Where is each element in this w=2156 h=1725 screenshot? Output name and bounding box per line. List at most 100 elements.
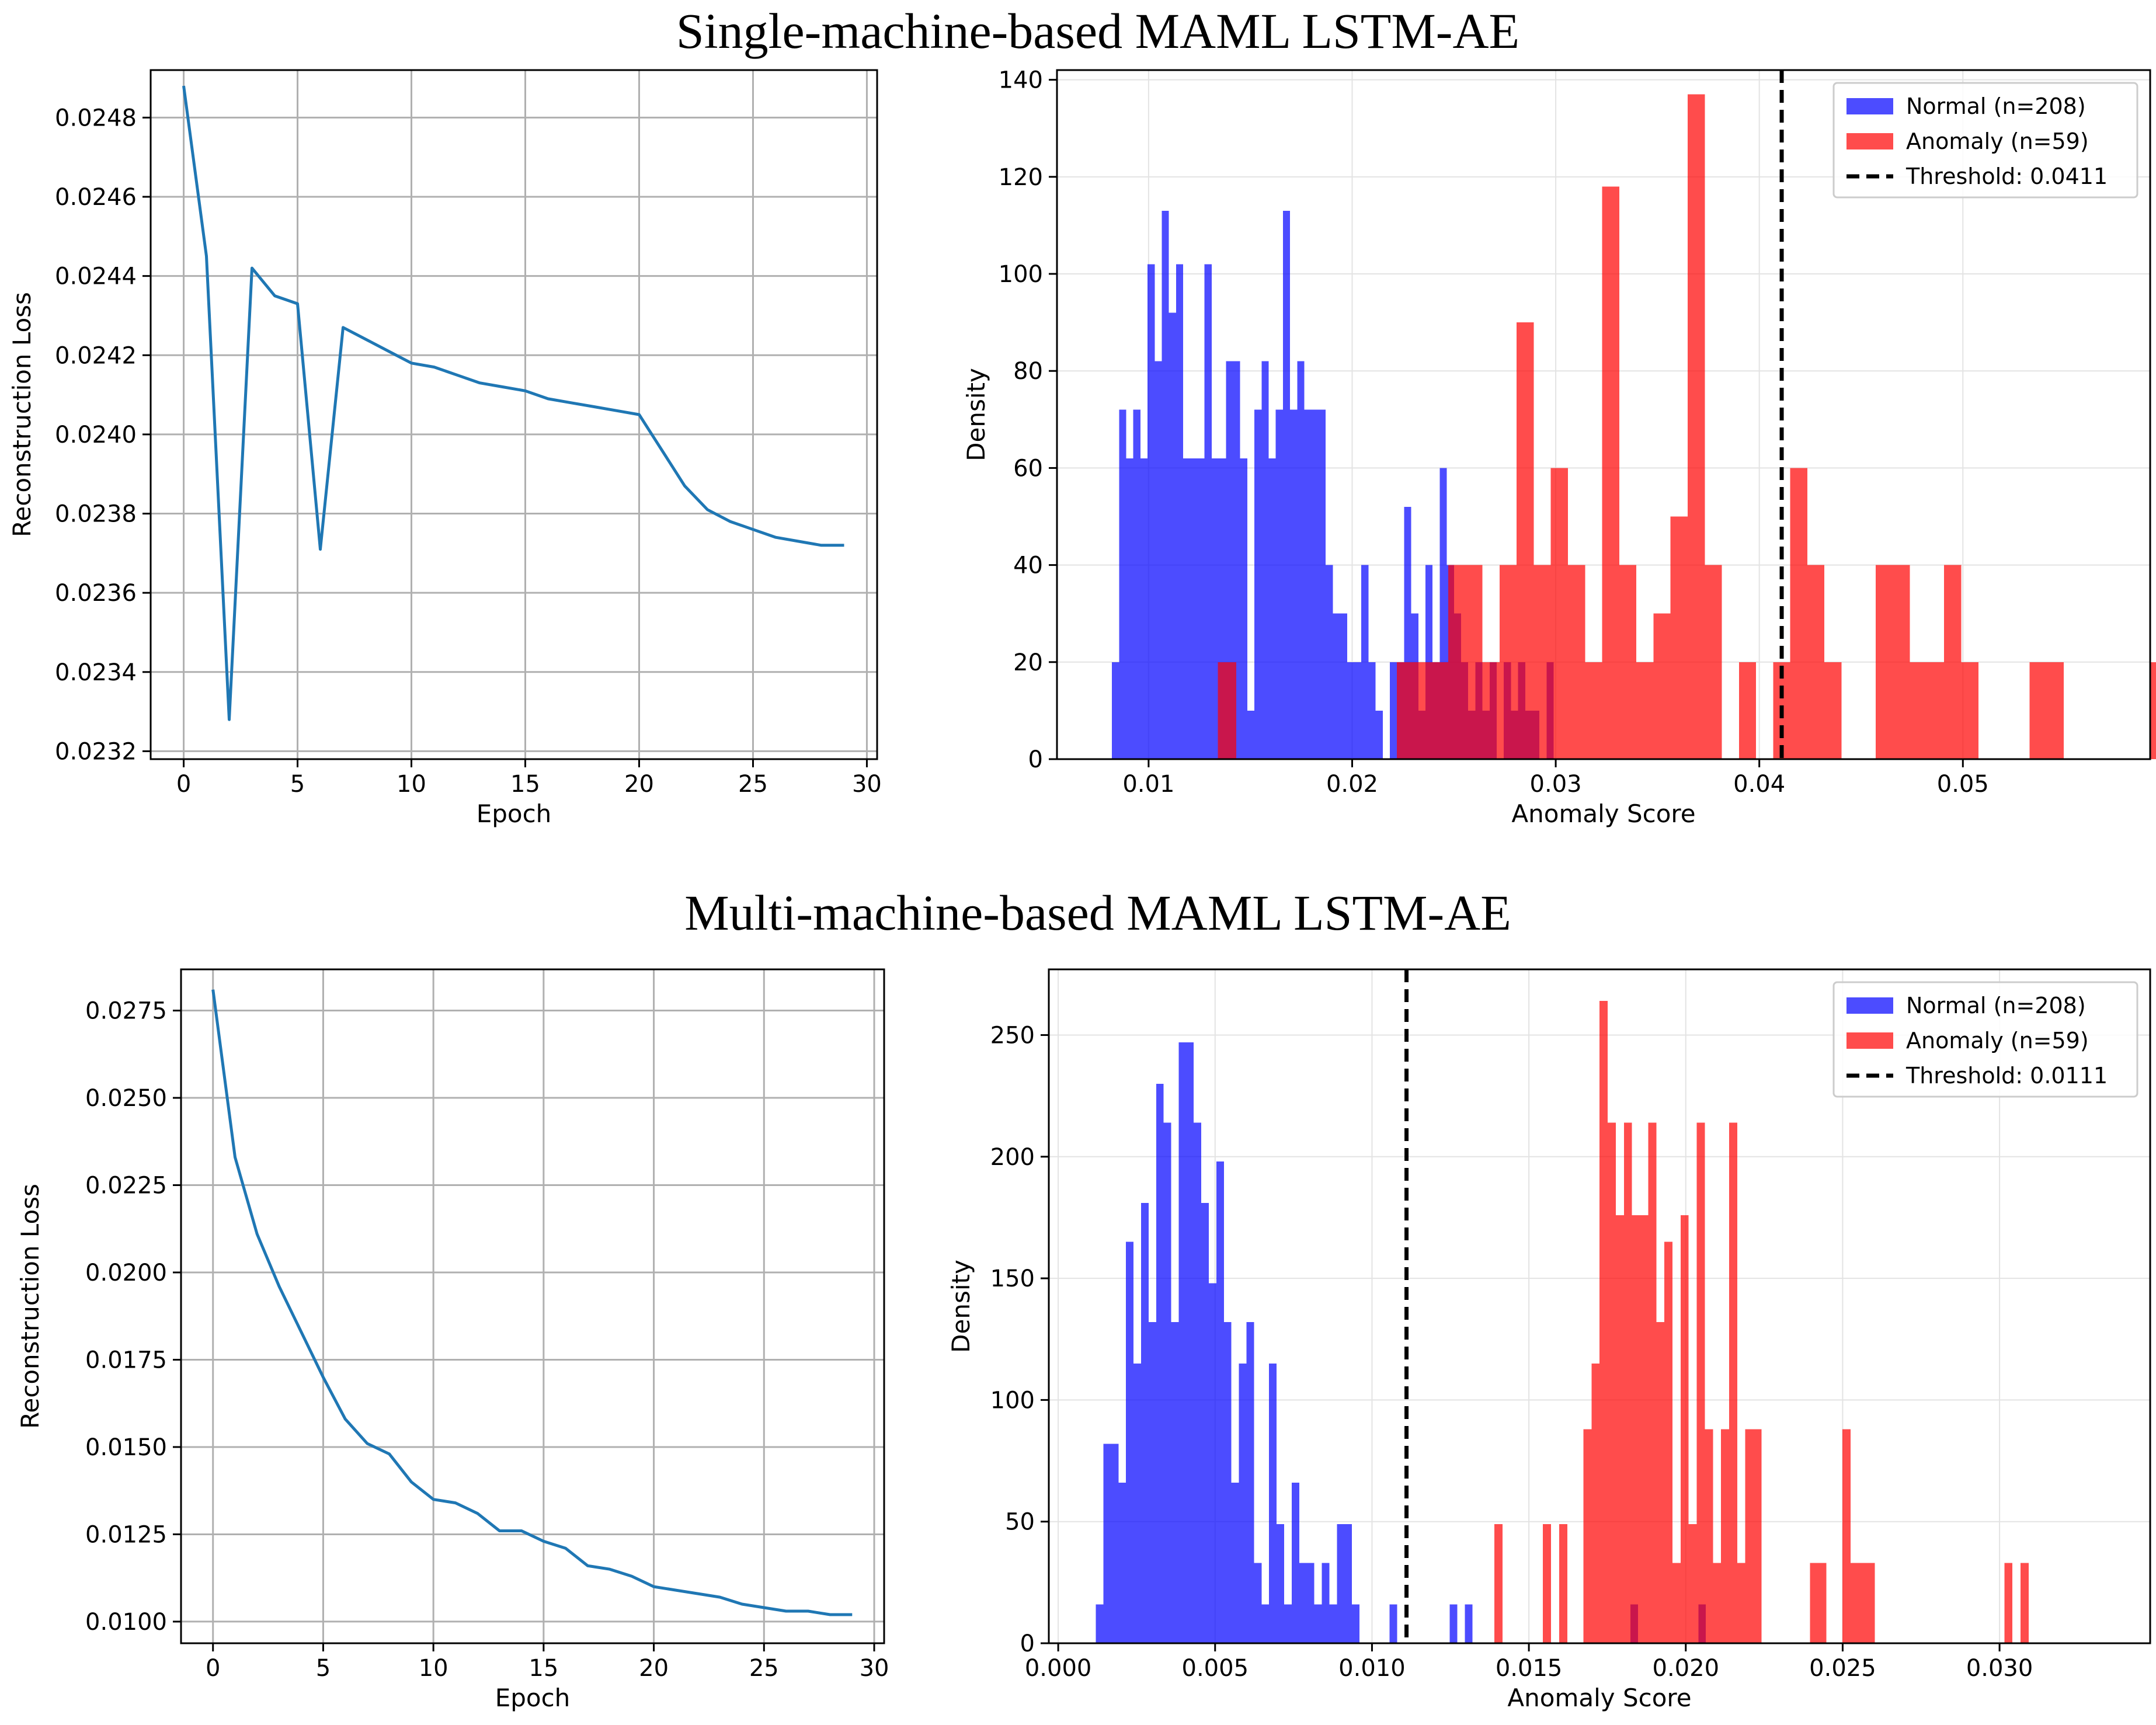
normal-histogram-bar bbox=[1347, 662, 1354, 759]
normal-histogram-bar bbox=[1162, 210, 1169, 759]
anomaly-histogram-bar bbox=[1517, 322, 1534, 759]
anomaly-histogram-bar bbox=[1687, 94, 1705, 759]
normal-histogram-bar bbox=[1156, 1083, 1164, 1643]
normal-histogram-bar bbox=[1154, 361, 1162, 759]
y-tick-label: 0.0200 bbox=[85, 1260, 167, 1286]
x-tick-label: 30 bbox=[860, 1655, 889, 1682]
anomaly-histogram-bar bbox=[1431, 662, 1449, 759]
normal-histogram-bar bbox=[1361, 565, 1369, 759]
anomaly-histogram-bar bbox=[1866, 1563, 1875, 1643]
x-tick-label: 0.000 bbox=[1025, 1655, 1092, 1682]
y-tick-label: 0.0248 bbox=[55, 105, 137, 131]
anomaly-histogram-bar bbox=[1738, 662, 1757, 759]
normal-histogram-bar bbox=[1246, 1322, 1254, 1643]
x-tick-label: 20 bbox=[639, 1655, 669, 1682]
anomaly-histogram-bar bbox=[2004, 1563, 2013, 1643]
anomaly-histogram-bar bbox=[1615, 1215, 1624, 1643]
y-tick-label: 0.0150 bbox=[85, 1434, 167, 1461]
legend-threshold-label: Threshold: 0.0111 bbox=[1905, 1063, 2108, 1088]
normal-histogram-bar bbox=[1340, 613, 1347, 759]
anomaly-histogram-bar bbox=[1807, 565, 1825, 759]
x-tick-label: 0.020 bbox=[1653, 1655, 1720, 1682]
normal-histogram-bar bbox=[1216, 1161, 1224, 1643]
axes-frame bbox=[180, 968, 885, 1644]
x-tick-label: 0.03 bbox=[1530, 771, 1582, 798]
normal-histogram-bar bbox=[1449, 1604, 1458, 1643]
normal-histogram-bar bbox=[1186, 1042, 1194, 1643]
anomaly-histogram-bar bbox=[1810, 1563, 1818, 1643]
anomaly-histogram-bar bbox=[1482, 662, 1500, 759]
normal-histogram-bar bbox=[1171, 1322, 1179, 1643]
y-tick-label: 0.0242 bbox=[55, 342, 137, 369]
anomaly-histogram-bar bbox=[1653, 613, 1671, 759]
y-tick-label: 0.0232 bbox=[55, 738, 137, 765]
x-axis-label: Epoch bbox=[495, 1684, 571, 1712]
x-tick-label: 15 bbox=[510, 771, 540, 798]
legend-normal-label: Normal (n=208) bbox=[1906, 993, 2086, 1018]
anomaly-histogram-bar bbox=[1721, 1429, 1730, 1643]
x-tick-label: 20 bbox=[624, 771, 654, 798]
loss-curve-line bbox=[211, 989, 853, 1616]
y-tick-label: 0 bbox=[1020, 1630, 1035, 1657]
normal-histogram-bar bbox=[1368, 662, 1376, 759]
normal-histogram-bar bbox=[1226, 361, 1233, 759]
normal-histogram-bar bbox=[1240, 458, 1247, 759]
legend-box bbox=[1832, 981, 2138, 1098]
x-tick-label: 30 bbox=[852, 771, 882, 798]
anomaly-histogram-bar bbox=[2029, 662, 2047, 759]
anomaly-histogram-bar bbox=[1397, 662, 1414, 759]
y-tick-label: 80 bbox=[1013, 358, 1043, 385]
normal-histogram-bar bbox=[1140, 458, 1148, 759]
bottom-figure-title: Multi-machine-based MAML LSTM-AE bbox=[684, 885, 1511, 941]
anomaly-histogram-bar bbox=[1858, 1563, 1867, 1643]
normal-histogram-bar bbox=[1211, 458, 1219, 759]
anomaly-histogram-bar bbox=[1961, 662, 1978, 759]
normal-histogram-bar bbox=[1261, 1604, 1270, 1643]
normal-histogram-bar bbox=[1190, 458, 1198, 759]
normal-histogram-bar bbox=[1322, 1563, 1330, 1643]
anomaly-histogram-bar bbox=[1713, 1563, 1722, 1643]
normal-histogram-bar bbox=[1140, 1202, 1149, 1643]
normal-histogram-bar bbox=[1233, 361, 1240, 759]
normal-histogram-bar bbox=[1111, 1444, 1119, 1643]
y-tick-label: 50 bbox=[1005, 1509, 1035, 1536]
normal-histogram-bar bbox=[1126, 458, 1133, 759]
x-axis-label: Anomaly Score bbox=[1511, 799, 1695, 828]
normal-histogram-bar bbox=[1304, 409, 1312, 759]
normal-histogram-bar bbox=[1277, 1524, 1284, 1643]
normal-histogram-bar bbox=[1223, 1322, 1232, 1643]
normal-histogram-bar bbox=[1329, 1604, 1337, 1643]
x-tick-label: 0.02 bbox=[1326, 771, 1378, 798]
normal-histogram-bar bbox=[1284, 1604, 1292, 1643]
axes-frame bbox=[1056, 69, 2151, 760]
anomaly-histogram-bar bbox=[1842, 1429, 1851, 1643]
anomaly-histogram-bar bbox=[2046, 662, 2064, 759]
legend: Normal (n=208) Anomaly (n=59) Threshold: 0… bbox=[1832, 82, 2138, 199]
normal-histogram-bar bbox=[1269, 1363, 1277, 1643]
anomaly-histogram-bar bbox=[1910, 662, 1927, 759]
anomaly-histogram-bar bbox=[1648, 1122, 1657, 1643]
y-tick-label: 40 bbox=[1013, 552, 1043, 579]
normal-histogram-bar bbox=[1239, 1363, 1247, 1643]
x-tick-label: 0.030 bbox=[1966, 1655, 2033, 1682]
legend-normal-swatch bbox=[1846, 98, 1893, 114]
anomaly-histogram-bar bbox=[1448, 565, 1466, 759]
anomaly-histogram-bar bbox=[1729, 1122, 1737, 1643]
y-tick-label: 0.0125 bbox=[85, 1521, 167, 1548]
top-figure-title: Single-machine-based MAML LSTM-AE bbox=[676, 3, 1519, 59]
normal-histogram-bar bbox=[1290, 409, 1298, 759]
anomaly-histogram-bar bbox=[1550, 468, 1568, 759]
y-tick-label: 0 bbox=[1028, 746, 1043, 773]
x-axis-label: Anomaly Score bbox=[1507, 1684, 1691, 1712]
normal-histogram-bar bbox=[1337, 1524, 1345, 1643]
y-tick-label: 100 bbox=[990, 1387, 1035, 1414]
normal-histogram-bar bbox=[1197, 458, 1205, 759]
x-tick-label: 10 bbox=[419, 1655, 448, 1682]
x-tick-label: 25 bbox=[738, 771, 768, 798]
y-tick-label: 0.0250 bbox=[85, 1085, 167, 1112]
legend-threshold-label: Threshold: 0.0411 bbox=[1905, 164, 2108, 189]
normal-histogram-bar bbox=[1126, 1241, 1134, 1643]
normal-histogram-bar bbox=[1282, 210, 1291, 759]
x-tick-label: 15 bbox=[528, 1655, 558, 1682]
normal-histogram-bar bbox=[1254, 409, 1262, 759]
